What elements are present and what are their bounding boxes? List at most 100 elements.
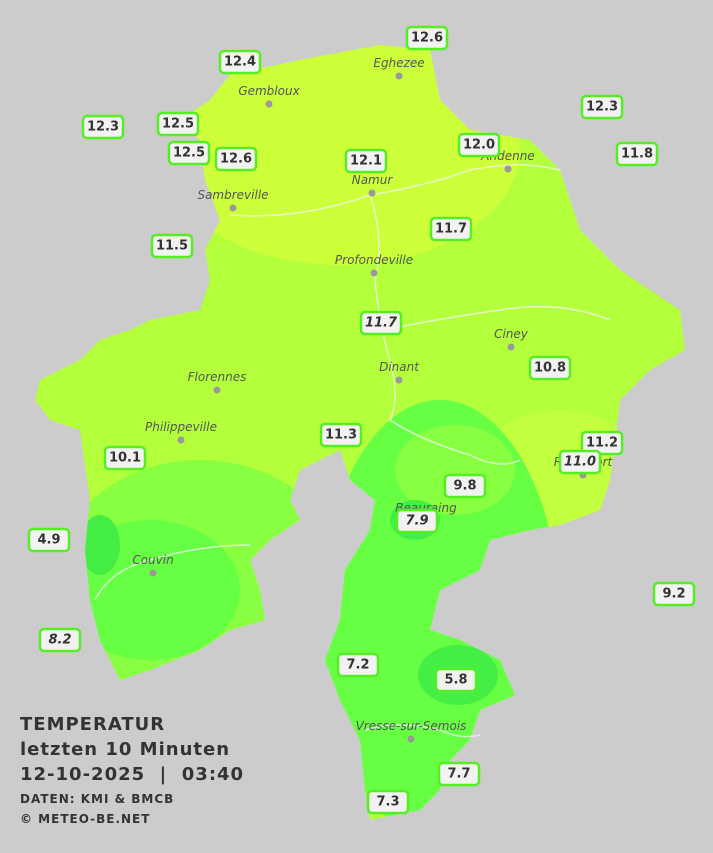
- station-box: [156, 111, 200, 137]
- station: 8.2: [38, 627, 82, 653]
- station: 7.2: [336, 652, 380, 678]
- station-box: [344, 148, 388, 174]
- station-value: 12.0: [463, 138, 495, 153]
- station: 4.9: [27, 527, 71, 553]
- city-label: Namur: [352, 173, 394, 187]
- station: 9.2: [652, 581, 696, 607]
- city-dot: [149, 569, 157, 577]
- station-box: [405, 25, 449, 51]
- station-value: 11.8: [621, 147, 653, 162]
- station-box: [366, 789, 410, 815]
- station-value: 7.2: [346, 658, 369, 673]
- station: 12.0: [457, 132, 501, 158]
- station-box: [167, 140, 211, 166]
- city-label: Vresse-sur-Semois: [356, 719, 467, 733]
- station-box: [528, 355, 572, 381]
- station-box: [615, 141, 659, 167]
- city-dot: [504, 165, 512, 173]
- city-dot: [395, 72, 403, 80]
- station: 11.7: [359, 310, 403, 336]
- station: 12.3: [81, 114, 125, 140]
- station: 10.8: [528, 355, 572, 381]
- city-label: Philippeville: [145, 420, 217, 434]
- station: 12.4: [218, 49, 262, 75]
- city-label: Eghezee: [373, 56, 424, 70]
- title: TEMPERATUR: [20, 714, 165, 735]
- station: 5.8: [434, 667, 478, 693]
- city-label: Gembloux: [238, 84, 300, 98]
- station-box: [103, 445, 147, 471]
- station-value: 12.4: [224, 55, 256, 70]
- station-value: 12.1: [350, 154, 382, 169]
- station-box: [652, 581, 696, 607]
- station-value: 9.2: [662, 587, 685, 602]
- station-box: [218, 49, 262, 75]
- station-value: 8.2: [48, 633, 71, 648]
- station-value: 11.3: [325, 428, 357, 443]
- city-dot: [213, 386, 221, 394]
- station-box: [429, 216, 473, 242]
- station-value: 7.9: [405, 514, 428, 529]
- station-value: 11.5: [156, 239, 188, 254]
- station-box: [38, 627, 82, 653]
- city-label: Ciney: [494, 327, 529, 341]
- datetime: 12-10-2025 | 03:40: [20, 764, 244, 785]
- station: 9.8: [443, 473, 487, 499]
- city-dot: [229, 204, 237, 212]
- station: 12.5: [156, 111, 200, 137]
- station-value: 11.7: [435, 222, 467, 237]
- city-dot: [370, 269, 378, 277]
- station-box: [214, 146, 258, 172]
- station-box: [580, 430, 624, 456]
- station: 12.6: [214, 146, 258, 172]
- station-box: [150, 233, 194, 259]
- legend: TEMPERATUR letzten 10 Minuten 12-10-2025…: [20, 714, 244, 826]
- station: 11.7: [429, 216, 473, 242]
- stations: 12.6 12.4 12.3 12.5 12.5 12.6 12.1 12.0 12.3 11.8…: [27, 25, 696, 815]
- station-box: [434, 667, 478, 693]
- city-dot: [368, 189, 376, 197]
- station-box: [319, 422, 363, 448]
- station: 7.9: [395, 508, 439, 534]
- station-box: [443, 473, 487, 499]
- station-value: 4.9: [37, 533, 60, 548]
- station-box: [558, 449, 602, 475]
- station: 12.6: [405, 25, 449, 51]
- city-label: Sambreville: [197, 188, 268, 202]
- station-value: 12.5: [173, 146, 205, 161]
- station-box: [359, 310, 403, 336]
- station: 12.3: [580, 94, 624, 120]
- station: 11.2: [580, 430, 624, 456]
- city-dot: [177, 436, 185, 444]
- city-dot: [265, 100, 273, 108]
- station-box: [27, 527, 71, 553]
- station: 11.3: [319, 422, 363, 448]
- city-label: Profondeville: [335, 253, 413, 267]
- city-dot: [395, 376, 403, 384]
- station: 10.1: [103, 445, 147, 471]
- station-value: 12.3: [586, 100, 618, 115]
- station-box: [457, 132, 501, 158]
- station-box: [395, 508, 439, 534]
- station-box: [81, 114, 125, 140]
- station-value: 9.8: [453, 479, 476, 494]
- station: 7.7: [437, 761, 481, 787]
- city-label: Dinant: [379, 360, 420, 374]
- copyright: © METEO-BE.NET: [20, 812, 150, 826]
- city-label: Couvin: [132, 553, 173, 567]
- source: DATEN: KMI & BMCB: [20, 792, 174, 806]
- station-value: 11.0: [564, 455, 596, 470]
- station-box: [336, 652, 380, 678]
- station-value: 11.7: [365, 316, 398, 331]
- city-dot: [407, 735, 415, 743]
- station-value: 12.6: [220, 152, 252, 167]
- station-value: 5.8: [444, 673, 467, 688]
- city-dot: [507, 343, 515, 351]
- station: 12.5: [167, 140, 211, 166]
- station: 11.5: [150, 233, 194, 259]
- station: 7.3: [366, 789, 410, 815]
- station-value: 12.3: [87, 120, 119, 135]
- station-value: 11.2: [586, 436, 618, 451]
- station-box: [580, 94, 624, 120]
